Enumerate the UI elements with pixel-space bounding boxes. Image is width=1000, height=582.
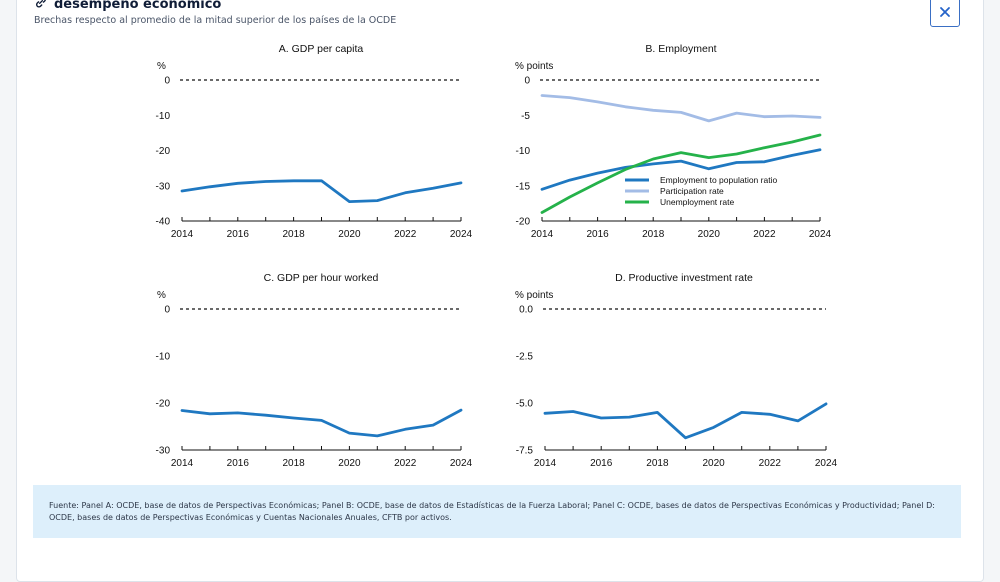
x-tick-label: 2016 xyxy=(586,229,609,240)
x-tick-label: 2024 xyxy=(809,229,832,240)
y-tick-label: -30 xyxy=(156,446,171,457)
x-tick-label: 2020 xyxy=(338,229,361,240)
y-tick-label: -20 xyxy=(156,399,171,410)
y-tick-label: -10 xyxy=(156,352,171,363)
x-tick-label: 2022 xyxy=(753,229,776,240)
x-tick-label: 2020 xyxy=(338,458,361,469)
y-tick-label: -30 xyxy=(156,181,171,192)
series-line-1 xyxy=(543,402,828,440)
x-tick-label: 2022 xyxy=(394,229,417,240)
source-note: Fuente: Panel A: OCDE, base de datos de … xyxy=(33,485,961,538)
y-unit-label: % xyxy=(157,290,166,301)
panel-title: A. GDP per capita xyxy=(279,43,364,55)
y-unit-label: % points xyxy=(515,61,553,72)
panel-title: C. GDP per hour worked xyxy=(264,272,379,284)
panel-title: B. Employment xyxy=(645,43,716,55)
x-tick-label: 2020 xyxy=(698,229,721,240)
x-tick-label: 2024 xyxy=(815,458,838,469)
close-icon xyxy=(940,7,950,17)
close-button[interactable] xyxy=(930,0,960,27)
x-tick-label: 2018 xyxy=(282,229,305,240)
y-tick-label: -10 xyxy=(516,146,531,157)
series-line-3 xyxy=(540,133,822,214)
legend-label: Employment to population ratio xyxy=(660,175,777,185)
y-tick-label: -7.5 xyxy=(516,446,534,457)
x-tick-label: 2024 xyxy=(450,229,473,240)
series-line-1 xyxy=(180,179,463,204)
x-tick-label: 2014 xyxy=(531,229,554,240)
y-tick-label: -5 xyxy=(521,111,530,122)
link-icon[interactable] xyxy=(34,0,48,14)
legend-label: Unemployment rate xyxy=(660,197,734,207)
y-tick-label: -20 xyxy=(516,217,531,228)
x-tick-label: 2024 xyxy=(450,458,473,469)
chart-subtitle: Brechas respecto al promedio de la mitad… xyxy=(34,15,397,26)
x-tick-label: 2018 xyxy=(282,458,305,469)
x-tick-label: 2016 xyxy=(227,458,250,469)
y-tick-label: 0.0 xyxy=(519,305,533,316)
x-tick-label: 2014 xyxy=(171,458,194,469)
x-tick-label: 2018 xyxy=(646,458,669,469)
chart-header: desempeño económico xyxy=(34,0,221,14)
x-tick-label: 2022 xyxy=(394,458,417,469)
x-tick-label: 2022 xyxy=(759,458,782,469)
x-tick-label: 2014 xyxy=(534,458,557,469)
x-tick-label: 2016 xyxy=(227,229,250,240)
y-tick-label: -2.5 xyxy=(516,352,534,363)
y-unit-label: % xyxy=(157,61,166,72)
y-tick-label: -15 xyxy=(516,181,531,192)
y-tick-label: 0 xyxy=(164,76,170,87)
legend-label: Participation rate xyxy=(660,186,724,196)
y-tick-label: -5.0 xyxy=(516,399,534,410)
y-tick-label: -40 xyxy=(156,217,171,228)
series-line-1 xyxy=(540,148,822,191)
y-tick-label: -10 xyxy=(156,111,171,122)
series-line-2 xyxy=(540,94,822,123)
y-tick-label: 0 xyxy=(164,305,170,316)
panel-title: D. Productive investment rate xyxy=(615,272,753,284)
x-tick-label: 2014 xyxy=(171,229,194,240)
chart-title: desempeño económico xyxy=(54,0,222,12)
x-tick-label: 2020 xyxy=(702,458,725,469)
x-tick-label: 2016 xyxy=(590,458,613,469)
y-tick-label: 0 xyxy=(524,76,530,87)
y-unit-label: % points xyxy=(515,290,553,301)
series-line-1 xyxy=(180,408,463,438)
x-tick-label: 2018 xyxy=(642,229,665,240)
y-tick-label: -20 xyxy=(156,146,171,157)
